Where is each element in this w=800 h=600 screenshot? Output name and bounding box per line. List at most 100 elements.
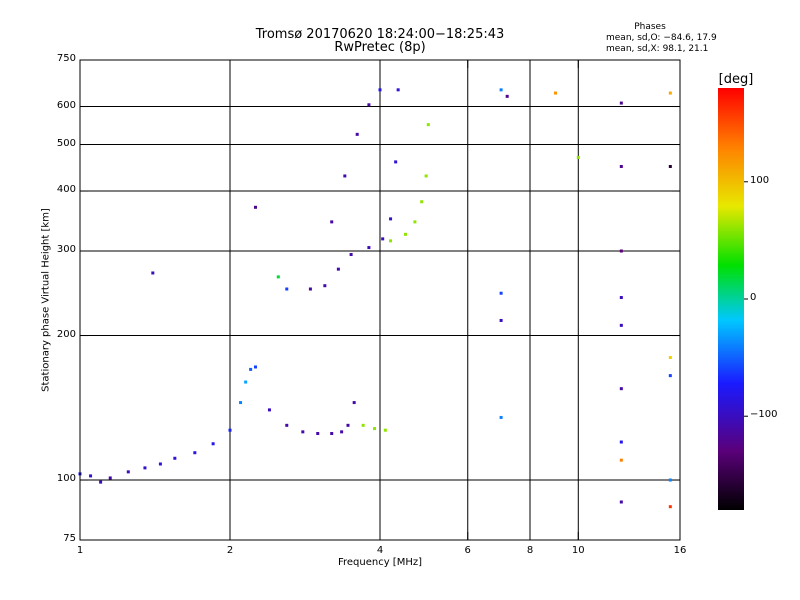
data-point bbox=[253, 205, 257, 209]
colorbar bbox=[718, 88, 744, 510]
data-point bbox=[424, 174, 428, 178]
x-tick-label: 16 bbox=[673, 545, 687, 556]
data-point bbox=[267, 408, 271, 412]
data-point bbox=[151, 271, 155, 275]
data-point bbox=[316, 432, 320, 436]
y-axis-label: Stationary phase Virtual Height [km] bbox=[40, 208, 52, 392]
data-point bbox=[668, 91, 672, 95]
data-point bbox=[193, 451, 197, 455]
data-point bbox=[367, 246, 371, 250]
data-point bbox=[619, 323, 623, 327]
x-tick-label: 4 bbox=[376, 545, 384, 556]
data-point bbox=[505, 94, 509, 98]
legend-x-stats: mean, sd,X: 98.1, 21.1 bbox=[606, 44, 709, 54]
grid-lines bbox=[80, 60, 680, 540]
colorbar-label: [deg] bbox=[718, 72, 754, 87]
data-point bbox=[499, 415, 503, 419]
data-point bbox=[330, 432, 334, 436]
data-point bbox=[668, 355, 672, 359]
data-point bbox=[619, 164, 623, 168]
data-point bbox=[499, 88, 503, 92]
y-tick-label: 75 bbox=[63, 533, 76, 544]
data-point bbox=[340, 430, 344, 434]
data-point bbox=[619, 101, 623, 105]
legend-title: Phases bbox=[634, 22, 666, 32]
data-point bbox=[619, 458, 623, 462]
colorbar-ticks bbox=[744, 181, 748, 417]
chart-subtitle: RwPretec (8p) bbox=[334, 40, 426, 55]
data-point bbox=[228, 428, 232, 432]
data-point bbox=[211, 442, 215, 446]
data-point bbox=[99, 480, 103, 484]
x-tick-label: 1 bbox=[76, 545, 84, 556]
data-point bbox=[352, 401, 356, 405]
data-point bbox=[301, 430, 305, 434]
data-point bbox=[378, 88, 382, 92]
x-tick-label: 8 bbox=[526, 545, 534, 556]
data-point bbox=[373, 427, 377, 431]
data-point bbox=[253, 365, 257, 369]
data-point bbox=[668, 505, 672, 509]
data-point bbox=[158, 462, 162, 466]
colorbar-tick-label: 0 bbox=[750, 292, 757, 303]
data-point bbox=[381, 237, 385, 241]
y-tick-label: 500 bbox=[56, 137, 76, 149]
data-point bbox=[244, 380, 248, 384]
data-point bbox=[89, 474, 93, 478]
data-point bbox=[553, 91, 557, 95]
data-point bbox=[394, 160, 398, 164]
x-tick-label: 6 bbox=[464, 545, 471, 556]
data-point bbox=[396, 88, 400, 92]
x-axis-label: Frequency [MHz] bbox=[337, 557, 423, 568]
y-tick-label: 200 bbox=[56, 328, 76, 340]
data-point bbox=[330, 220, 334, 224]
data-point bbox=[355, 132, 359, 136]
data-point bbox=[499, 318, 503, 322]
data-point bbox=[426, 123, 430, 127]
data-point bbox=[403, 232, 407, 236]
data-point bbox=[619, 387, 623, 391]
data-point bbox=[285, 423, 289, 427]
data-point bbox=[126, 470, 130, 474]
data-point bbox=[367, 103, 371, 107]
data-point bbox=[308, 287, 312, 291]
data-point bbox=[349, 253, 353, 257]
colorbar-tick-label: −100 bbox=[750, 409, 778, 421]
data-point bbox=[285, 287, 289, 291]
y-tick-label: 600 bbox=[56, 99, 76, 111]
data-points bbox=[78, 88, 672, 509]
data-point bbox=[346, 423, 350, 427]
data-point bbox=[668, 374, 672, 378]
data-point bbox=[668, 478, 672, 482]
data-point bbox=[668, 164, 672, 168]
y-tick-label: 300 bbox=[56, 244, 76, 255]
data-point bbox=[619, 500, 623, 504]
data-point bbox=[323, 284, 327, 288]
data-point bbox=[619, 440, 623, 444]
chart-title: Tromsø 20170620 18:24:00−18:25:43 bbox=[255, 27, 505, 42]
data-point bbox=[173, 456, 177, 460]
data-point bbox=[389, 239, 393, 243]
y-tick-label: 100 bbox=[56, 473, 76, 485]
data-point bbox=[361, 423, 365, 427]
y-tick-label: 750 bbox=[56, 53, 76, 64]
colorbar-tick-label: 100 bbox=[750, 174, 770, 186]
data-point bbox=[239, 401, 243, 405]
data-point bbox=[619, 296, 623, 300]
data-point bbox=[619, 249, 623, 253]
data-point bbox=[143, 466, 147, 470]
legend-o-stats: mean, sd,O: −84.6, 17.9 bbox=[606, 33, 717, 43]
data-point bbox=[336, 267, 340, 271]
data-point bbox=[420, 200, 424, 204]
x-tick-label: 10 bbox=[571, 545, 585, 556]
data-point bbox=[108, 476, 112, 480]
x-tick-label: 2 bbox=[226, 545, 234, 556]
data-point bbox=[413, 220, 417, 224]
data-point bbox=[249, 367, 253, 371]
data-point bbox=[383, 428, 387, 432]
y-tick-label: 400 bbox=[56, 184, 76, 196]
data-point bbox=[499, 291, 503, 295]
data-point bbox=[343, 174, 347, 178]
data-point bbox=[389, 217, 393, 221]
